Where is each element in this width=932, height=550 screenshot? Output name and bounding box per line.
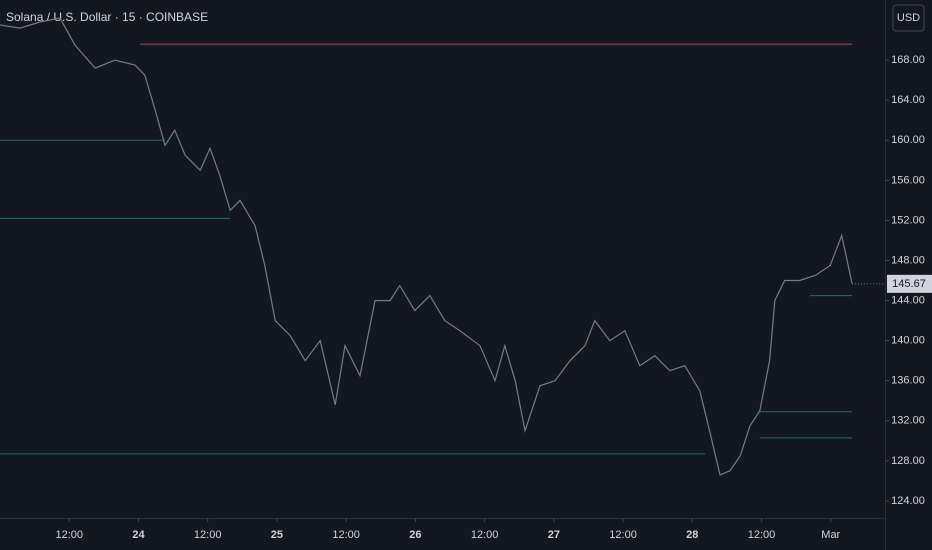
price-line	[0, 17, 853, 476]
chart-title: Solana / U.S. Dollar · 15 · COINBASE	[6, 10, 208, 24]
y-tick-label: 128.00	[891, 455, 925, 467]
x-tick-label: 12:00	[748, 529, 776, 541]
y-tick-label: 132.00	[891, 415, 925, 427]
y-tick-label: 156.00	[891, 174, 925, 186]
y-tick-label: 148.00	[891, 254, 925, 266]
last-price-box	[887, 274, 932, 293]
currency-button[interactable]	[892, 4, 925, 32]
y-tick-label: 168.00	[891, 54, 925, 66]
y-tick-label: 140.00	[891, 335, 925, 347]
x-tick-label: 26	[409, 529, 421, 541]
y-tick-label: 160.00	[891, 134, 925, 146]
x-tick-label: 12:00	[194, 529, 222, 541]
x-tick-label: 12:00	[55, 529, 83, 541]
last-price-label: 145.67	[892, 278, 926, 290]
x-tick-label: Mar	[821, 529, 840, 541]
y-tick-label: 136.00	[891, 375, 925, 387]
x-tick-label: 25	[271, 529, 283, 541]
x-tick-label: 12:00	[332, 529, 360, 541]
y-tick-label: 164.00	[891, 94, 925, 106]
x-tick-label: 28	[686, 529, 698, 541]
y-tick-label: 144.00	[891, 294, 925, 306]
y-tick-label: 124.00	[891, 495, 925, 507]
x-tick-label: 12:00	[609, 529, 637, 541]
x-tick-label: 24	[132, 529, 145, 541]
y-tick-label: 152.00	[891, 214, 925, 226]
x-tick-label: 27	[548, 529, 560, 541]
currency-label[interactable]: USD	[897, 12, 920, 24]
x-tick-label: 12:00	[471, 529, 499, 541]
